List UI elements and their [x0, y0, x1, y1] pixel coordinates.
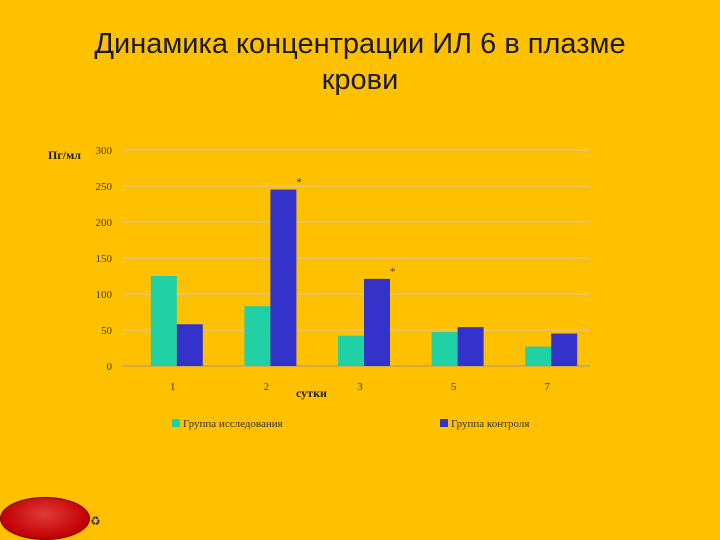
- x-tick-label: 5: [451, 381, 457, 393]
- nav-button[interactable]: [0, 497, 90, 540]
- bar-control: [457, 327, 484, 366]
- x-axis-label: сутки: [296, 386, 327, 400]
- y-tick-label: 200: [96, 217, 113, 229]
- y-tick-label: 100: [96, 289, 113, 301]
- title-line-1: Динамика концентрации ИЛ 6 в плазме: [94, 28, 626, 60]
- y-tick-label: 300: [96, 145, 113, 157]
- y-axis-label: Пг/мл: [48, 148, 81, 162]
- y-tick-label: 50: [101, 325, 113, 337]
- bar-study: [150, 276, 177, 366]
- y-tick-label: 0: [107, 361, 113, 373]
- legend-label: Группа исследования: [183, 418, 283, 430]
- title-line-2: крови: [321, 64, 399, 96]
- x-tick-label: 2: [264, 381, 270, 393]
- legend-swatch: [440, 419, 448, 427]
- legend-swatch: [172, 419, 180, 427]
- bar-study: [431, 332, 458, 366]
- slide-title: Динамика концентрации ИЛ 6 в плазме кров…: [0, 26, 720, 98]
- bar-control: [364, 278, 390, 366]
- significance-marker: *: [296, 177, 302, 189]
- significance-marker: *: [390, 266, 396, 278]
- bar-study: [338, 335, 364, 366]
- legend-label: Группа контроля: [451, 418, 529, 430]
- bar-control: [270, 189, 297, 366]
- bar-control: [176, 324, 203, 366]
- y-tick-label: 150: [96, 253, 113, 265]
- bar-control: [551, 333, 578, 366]
- y-tick-label: 250: [96, 181, 113, 193]
- x-tick-label: 1: [170, 381, 176, 393]
- x-tick-label: 7: [544, 381, 550, 393]
- x-tick-label: 3: [357, 381, 363, 393]
- bar-study: [525, 346, 552, 366]
- recycle-icon: ♻: [90, 514, 101, 528]
- bar-study: [244, 306, 271, 366]
